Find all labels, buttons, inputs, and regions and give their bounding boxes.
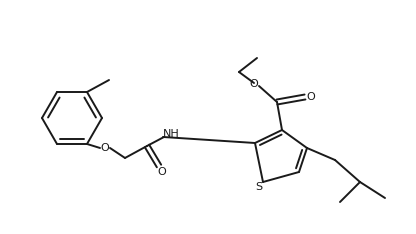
Text: O: O xyxy=(307,92,315,102)
Text: O: O xyxy=(101,143,109,153)
Text: O: O xyxy=(158,167,166,177)
Text: S: S xyxy=(255,182,262,192)
Text: O: O xyxy=(250,79,258,89)
Text: NH: NH xyxy=(163,129,179,139)
